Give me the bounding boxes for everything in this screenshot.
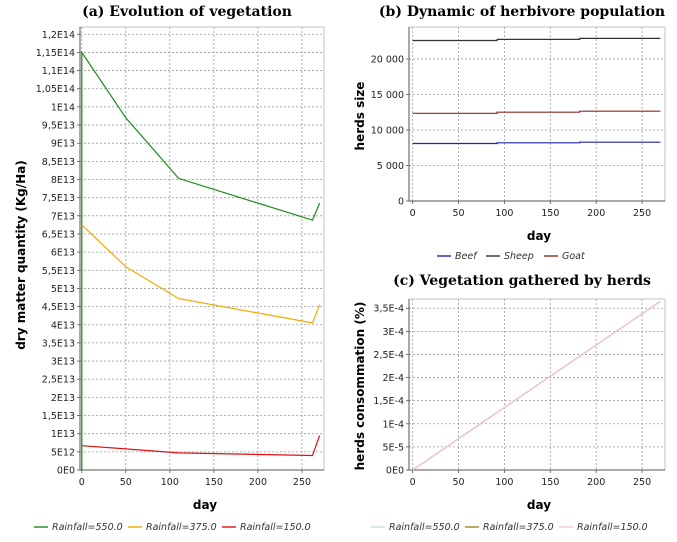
y-tick-label: 7,5E13 — [42, 193, 75, 204]
panel-herbivore-population: (b) Dynamic of herbivore population herd… — [353, 4, 666, 262]
y-tick-label: 1E13 — [51, 429, 75, 440]
y-tick-label: 3E13 — [51, 357, 75, 368]
x-tick-label: 150 — [541, 477, 559, 488]
x-tick-label: 50 — [453, 477, 465, 488]
y-tick-label: 2,5E-4 — [373, 350, 404, 361]
y-tick-label: 0E0 — [386, 466, 404, 477]
y-tick-label: 2,5E13 — [42, 375, 75, 386]
x-tick-label: 0 — [79, 477, 85, 488]
plot-area — [408, 26, 666, 202]
y-tick-label: 8E13 — [51, 175, 75, 186]
y-tick-label: 3,5E13 — [42, 338, 75, 349]
series-line-rainfall-375-0 — [81, 224, 321, 324]
y-tick-label: 2E13 — [51, 393, 75, 404]
y-tick-label: 4E13 — [51, 320, 75, 331]
y-tick-label: 6,5E13 — [42, 229, 75, 240]
chart-title: (a) Evolution of vegetation — [82, 4, 292, 20]
x-tick-label: 0 — [410, 208, 416, 219]
y-tick-label: 2E-4 — [382, 373, 404, 384]
y-tick-label: 5E13 — [51, 284, 75, 295]
y-tick-label: 3,5E-4 — [373, 304, 404, 315]
series-line-rainfall-150-0 — [81, 435, 321, 457]
panel-vegetation-gathered: (c) Vegetation gathered by herds herds c… — [353, 273, 666, 533]
y-tick-label: 1E14 — [51, 102, 75, 113]
y-tick-label: 5E-5 — [382, 442, 404, 453]
y-tick-label: 1,2E14 — [42, 30, 75, 41]
y-axis-label: herds consommation (%) — [353, 302, 367, 471]
legend-label: Goat — [562, 251, 586, 262]
y-tick-label: 5 000 — [377, 161, 404, 172]
y-tick-label: 9E13 — [51, 139, 75, 150]
x-tick-label: 250 — [633, 477, 651, 488]
chart-title: (b) Dynamic of herbivore population — [379, 4, 665, 20]
x-tick-label: 200 — [587, 208, 605, 219]
y-tick-label: 1,5E13 — [42, 411, 75, 422]
chart-title: (c) Vegetation gathered by herds — [393, 273, 651, 289]
x-tick-label: 100 — [495, 208, 513, 219]
legend-label: Rainfall=550.0 — [389, 522, 460, 533]
x-tick-label: 150 — [541, 208, 559, 219]
y-tick-label: 1,5E-4 — [373, 396, 404, 407]
y-axis-label: dry matter quantity (Kg/Ha) — [14, 160, 28, 350]
legend-label: Beef — [455, 251, 478, 262]
y-tick-label: 1,05E14 — [36, 84, 75, 95]
y-tick-label: 6E13 — [51, 248, 75, 259]
y-tick-label: 1,1E14 — [42, 66, 75, 77]
y-tick-label: 1,15E14 — [36, 48, 75, 59]
y-axis-label: herds size — [353, 82, 367, 151]
panel-vegetation-evolution: (a) Evolution of vegetation dry matter q… — [14, 4, 325, 533]
series-line-sheep — [412, 37, 661, 42]
x-axis-label: day — [527, 498, 551, 512]
x-tick-label: 200 — [587, 477, 605, 488]
x-tick-label: 150 — [205, 477, 223, 488]
legend-label: Rainfall=150.0 — [240, 522, 311, 533]
legend-label: Rainfall=375.0 — [146, 522, 217, 533]
legend-label: Sheep — [504, 251, 534, 262]
x-tick-label: 50 — [453, 208, 465, 219]
x-tick-label: 250 — [293, 477, 311, 488]
plot-area — [79, 26, 325, 471]
y-tick-label: 1E-4 — [382, 419, 404, 430]
series-line-rainfall-150-0 — [412, 300, 661, 471]
x-tick-label: 100 — [161, 477, 179, 488]
legend-label: Rainfall=150.0 — [577, 522, 648, 533]
x-tick-label: 50 — [120, 477, 132, 488]
series-line-goat — [412, 110, 661, 114]
y-tick-label: 5E12 — [51, 447, 75, 458]
x-axis-label: day — [527, 229, 551, 243]
y-tick-label: 7E13 — [51, 211, 75, 222]
y-tick-label: 4,5E13 — [42, 302, 75, 313]
x-tick-label: 100 — [495, 477, 513, 488]
legend-label: Rainfall=375.0 — [483, 522, 554, 533]
y-tick-label: 9,5E13 — [42, 121, 75, 132]
y-tick-label: 0E0 — [57, 466, 75, 477]
y-tick-label: 0 — [398, 197, 404, 208]
y-tick-label: 20 000 — [371, 54, 404, 65]
x-tick-label: 250 — [633, 208, 651, 219]
x-tick-label: 200 — [249, 477, 267, 488]
y-tick-label: 8,5E13 — [42, 157, 75, 168]
y-tick-label: 15 000 — [371, 90, 404, 101]
legend-label: Rainfall=550.0 — [52, 522, 123, 533]
y-tick-label: 5,5E13 — [42, 266, 75, 277]
x-tick-label: 0 — [410, 477, 416, 488]
y-tick-label: 10 000 — [371, 125, 404, 136]
y-tick-label: 3E-4 — [382, 327, 404, 338]
series-line-beef — [412, 141, 661, 145]
series-line-rainfall-550-0 — [81, 50, 321, 470]
x-axis-label: day — [193, 498, 217, 512]
